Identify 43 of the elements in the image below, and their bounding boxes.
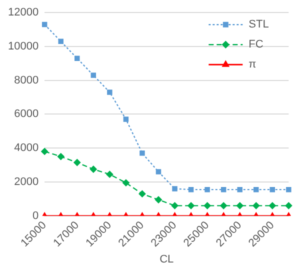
point	[286, 186, 292, 192]
y-tick-label: 2000	[14, 176, 39, 188]
point	[74, 56, 80, 61]
legend-label: FC	[248, 38, 264, 51]
y-tick-label: 8000	[14, 74, 39, 86]
point	[154, 196, 162, 204]
point	[220, 202, 228, 210]
point	[204, 186, 210, 192]
y-tick-label: 10000	[8, 40, 39, 53]
point	[270, 186, 276, 192]
y-tick-label: 4000	[14, 142, 39, 154]
point	[204, 202, 211, 210]
legend-label: π	[248, 58, 257, 71]
point	[171, 202, 178, 210]
point	[236, 202, 244, 210]
point	[41, 148, 48, 155]
legend-label: STL	[248, 18, 269, 31]
point	[220, 186, 226, 192]
point	[285, 202, 292, 210]
y-tick-label: 0	[32, 210, 39, 222]
point	[42, 22, 48, 28]
point	[237, 186, 242, 192]
point	[90, 166, 97, 173]
y-tick-label: 6000	[14, 108, 39, 120]
point	[74, 158, 81, 166]
point	[106, 170, 114, 178]
point	[188, 202, 195, 210]
x-axis-title: CL	[160, 253, 174, 266]
point	[140, 150, 145, 156]
point	[122, 179, 130, 186]
y-tick-label: 12000	[8, 6, 39, 19]
point	[90, 72, 96, 78]
point	[123, 116, 129, 122]
point	[188, 186, 194, 192]
point	[268, 202, 276, 210]
point	[254, 186, 259, 192]
point	[138, 190, 146, 198]
point	[107, 90, 112, 95]
point	[156, 169, 162, 174]
point	[252, 202, 260, 210]
point	[58, 38, 64, 44]
point	[57, 153, 64, 160]
point	[172, 186, 178, 192]
